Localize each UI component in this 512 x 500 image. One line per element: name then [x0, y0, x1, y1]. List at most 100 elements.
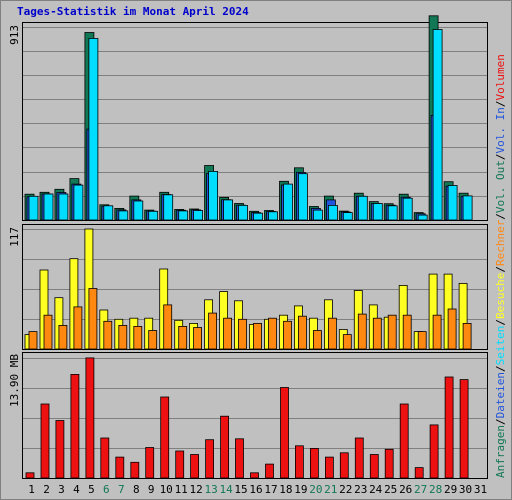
legend-separator: / — [494, 418, 507, 425]
x-tick-label-day-18: 18 — [279, 483, 292, 496]
ymax-label-hits: 913 — [8, 25, 21, 45]
legend-separator: / — [494, 100, 507, 107]
bar-seiten-day-9 — [148, 210, 159, 221]
bar-volumen-day-5 — [85, 357, 95, 479]
legend-entry-seiten: Seiten — [494, 326, 507, 366]
x-tick-label-day-16: 16 — [249, 483, 262, 496]
legend-entry-besuche: Besuche — [494, 273, 507, 319]
x-tick-label-day-5: 5 — [88, 483, 95, 496]
bar-volumen-day-29 — [444, 376, 454, 479]
legend-entry-anfragen: Anfragen — [494, 425, 507, 478]
x-tick-label-day-19: 19 — [294, 483, 307, 496]
bar-rechner-day-6 — [103, 320, 113, 350]
ymax-label-volume: 13.90 MB — [8, 354, 21, 407]
bar-seiten-day-11 — [178, 210, 189, 221]
bar-rechner-day-23 — [357, 313, 367, 350]
bar-rechner-day-15 — [238, 318, 247, 350]
bar-seiten-day-13 — [208, 170, 219, 221]
bar-volumen-day-4 — [70, 373, 80, 479]
bar-volumen-day-11 — [175, 450, 185, 479]
ymax-label-visits: 117 — [8, 227, 21, 247]
x-tick-label-day-12: 12 — [189, 483, 202, 496]
bar-rechner-day-22 — [342, 334, 352, 350]
bar-volumen-day-15 — [235, 438, 244, 479]
bar-volumen-day-6 — [100, 437, 110, 479]
bar-seiten-day-26 — [402, 197, 413, 221]
bar-seiten-day-16 — [253, 212, 263, 221]
bar-volumen-day-17 — [265, 463, 274, 479]
bar-volumen-day-19 — [294, 445, 304, 479]
bar-volumen-day-14 — [220, 415, 230, 479]
bar-rechner-day-21 — [327, 317, 337, 350]
legend-separator: / — [494, 319, 507, 326]
bar-volumen-day-30 — [459, 379, 469, 479]
bar-seiten-day-2 — [43, 193, 54, 221]
x-tick-label-day-15: 15 — [234, 483, 247, 496]
bar-seiten-day-4 — [73, 184, 84, 221]
bar-seiten-day-15 — [238, 204, 248, 221]
bar-seiten-day-30 — [462, 195, 473, 221]
bar-volumen-day-27 — [414, 467, 424, 479]
right-legend: Anfragen/Dateien/Seiten/Besuche/Rechner/… — [494, 54, 507, 478]
bar-rechner-day-9 — [148, 330, 158, 350]
bar-volumen-day-16 — [250, 472, 259, 479]
bar-rechner-day-16 — [253, 322, 262, 350]
bar-volumen-day-28 — [429, 424, 439, 479]
bar-seiten-day-7 — [118, 210, 129, 221]
bar-volumen-day-2 — [40, 403, 50, 479]
bar-seiten-day-17 — [268, 211, 278, 221]
x-tick-label-day-10: 10 — [160, 483, 173, 496]
x-tick-label-day-21: 21 — [324, 483, 337, 496]
x-tick-label-day-27: 27 — [414, 483, 427, 496]
legend-separator: / — [494, 213, 507, 220]
x-tick-label-day-13: 13 — [204, 483, 217, 496]
bar-volumen-day-20 — [309, 447, 319, 479]
bar-seiten-day-8 — [133, 200, 144, 221]
bar-seiten-day-5 — [88, 38, 99, 221]
x-tick-label-day-20: 20 — [309, 483, 322, 496]
bar-seiten-day-18 — [283, 183, 293, 221]
bar-volumen-day-22 — [339, 452, 349, 479]
bar-rechner-day-27 — [417, 331, 427, 350]
bar-volumen-day-18 — [280, 387, 289, 479]
x-tick-label-day-30: 30 — [459, 483, 472, 496]
legend-entry-rechner: Rechner — [494, 219, 507, 266]
bar-rechner-day-10 — [163, 304, 173, 350]
legend-entry-volumen: Volumen — [494, 54, 507, 100]
bar-rechner-day-30 — [462, 322, 472, 350]
bar-volumen-day-21 — [324, 456, 334, 479]
bar-rechner-day-8 — [133, 325, 143, 350]
x-tick-label-day-29: 29 — [444, 483, 457, 496]
bar-seiten-day-28 — [432, 29, 443, 221]
x-tick-label-day-31: 31 — [474, 483, 487, 496]
bar-rechner-day-13 — [208, 312, 218, 350]
x-tick-label-day-28: 28 — [429, 483, 442, 496]
bar-rechner-day-17 — [268, 317, 277, 350]
bar-rechner-day-3 — [58, 324, 68, 350]
x-tick-label-day-22: 22 — [339, 483, 352, 496]
bar-volumen-day-24 — [369, 454, 379, 479]
bar-rechner-day-11 — [178, 325, 188, 350]
x-tick-label-day-11: 11 — [175, 483, 188, 496]
legend-separator: / — [494, 153, 507, 160]
bar-seiten-day-10 — [163, 194, 174, 221]
bar-rechner-day-19 — [297, 315, 307, 350]
bar-volumen-day-12 — [190, 454, 200, 479]
legend-separator: / — [494, 266, 507, 273]
bars — [24, 15, 473, 479]
bar-seiten-day-12 — [193, 210, 204, 221]
bar-volumen-day-13 — [205, 439, 215, 479]
bar-volumen-day-1 — [25, 472, 35, 479]
x-tick-label-day-8: 8 — [133, 483, 140, 496]
bar-rechner-day-28 — [432, 314, 442, 350]
bar-rechner-day-26 — [402, 314, 412, 350]
bar-rechner-day-25 — [387, 314, 397, 350]
panel-frame-hits — [22, 22, 488, 221]
bar-seiten-day-3 — [58, 193, 69, 221]
legend-entry-vol-in: Vol. In — [494, 107, 507, 153]
bar-seiten-day-25 — [387, 205, 398, 221]
bar-rechner-day-1 — [28, 331, 38, 350]
x-tick-label-day-25: 25 — [384, 483, 397, 496]
bar-rechner-day-18 — [283, 320, 292, 350]
